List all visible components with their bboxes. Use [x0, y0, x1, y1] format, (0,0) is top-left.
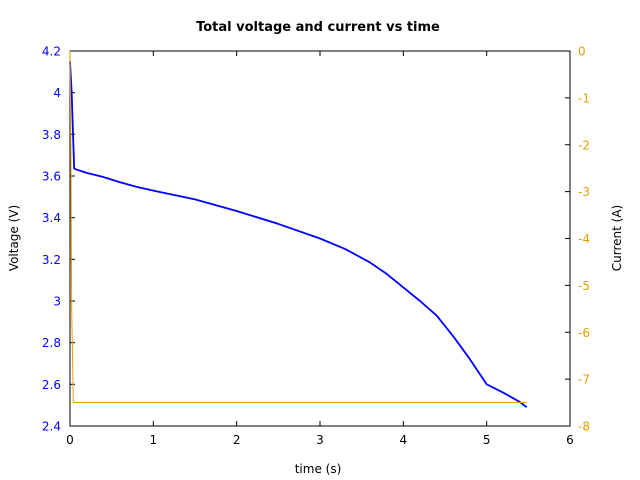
y-left-tick-label: 3.2	[42, 253, 61, 267]
y-right-tick-label: -1	[578, 91, 590, 105]
y-left-axis-label: Voltage (V)	[7, 205, 21, 271]
x-tick-label: 0	[66, 433, 74, 447]
x-tick-label: 2	[233, 433, 241, 447]
y-right-tick-label: -4	[578, 232, 590, 246]
y-right-axis-label: Current (A)	[610, 205, 624, 271]
y-right-tick-label: -6	[578, 326, 590, 340]
y-left-tick-label: 3	[53, 295, 61, 309]
y-left-tick-label: 2.6	[42, 378, 61, 392]
x-tick-label: 1	[150, 433, 158, 447]
y-right-tick-label: -5	[578, 279, 590, 293]
series-layer	[69, 50, 528, 408]
y-left-tick-label: 4	[53, 86, 61, 100]
y-right-tick-label: -8	[578, 420, 590, 434]
x-axis-label: time (s)	[295, 462, 342, 476]
y-left-tick-label: 2.4	[42, 420, 61, 434]
x-tick-label: 3	[316, 433, 324, 447]
y-left-tick-label: 2.8	[42, 336, 61, 350]
voltage-series-line	[69, 61, 528, 408]
x-tick-label: 5	[483, 433, 491, 447]
y-left-tick-label: 4.2	[42, 45, 61, 59]
current-series-line	[69, 50, 527, 404]
y-right-tick-label: -3	[578, 185, 590, 199]
y-left-tick-label: 3.4	[42, 211, 61, 225]
y-left-tick-label: 3.8	[42, 128, 61, 142]
ticks-layer: 0 1 2 3 4 5 6 2.4 2.6 2.8 3 3.2 3.4 3.6 3.8 4 4.2 0 -1 -2 -3…	[42, 45, 590, 448]
x-tick-label: 6	[566, 433, 574, 447]
y-right-tick-label: 0	[578, 45, 586, 59]
y-left-tick-label: 3.6	[42, 170, 61, 184]
y-right-tick-label: -2	[578, 138, 590, 152]
chart-title: Total voltage and current vs time	[196, 20, 440, 35]
y-right-tick-label: -7	[578, 373, 590, 387]
x-tick-label: 4	[400, 433, 408, 447]
